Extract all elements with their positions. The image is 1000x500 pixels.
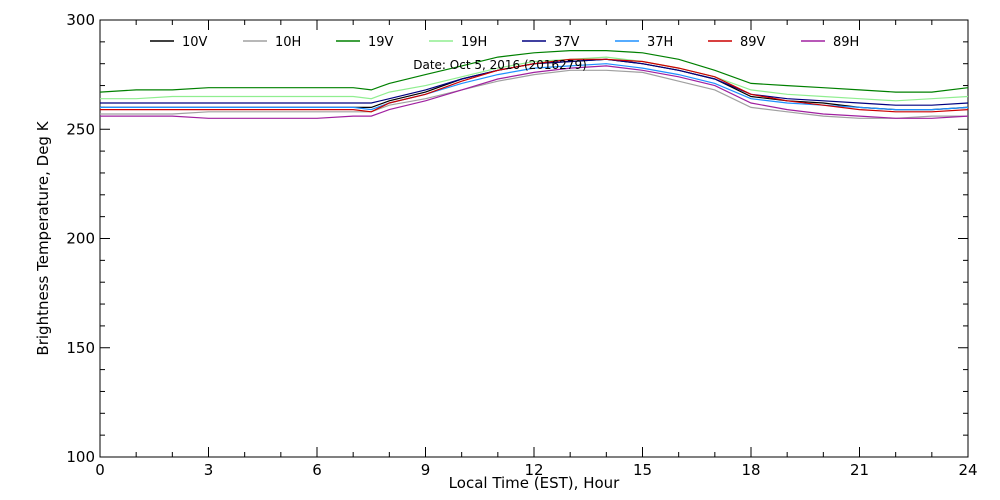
legend-label-19v: 19V [368,35,394,50]
y-tick-label: 200 [66,230,95,248]
legend-label-19h: 19H [461,35,487,50]
major-ticks [99,19,969,458]
legend-label-89h: 89H [833,35,859,50]
legend-label-10h: 10H [275,35,301,50]
series-line-19v [99,49,969,93]
legend-label-89v: 89V [740,35,766,50]
legend-label-37h: 37H [647,35,673,50]
x-tick-label: 21 [850,461,869,479]
series-line-10h [100,69,968,119]
legend-label-37v: 37V [554,35,580,50]
y-tick-label: 300 [66,11,95,29]
minor-ticks [100,20,968,457]
date-annotation: Date: Oct 5, 2016 (2016279) [413,58,587,72]
series-line-89h [100,65,969,119]
series-lines [99,49,969,119]
y-tick-labels: 100 150 200 250 300 [66,11,95,466]
x-tick-label: 12 [524,461,543,479]
legend: 10V 10H 19V 19H 37V 37H 89V 89H [150,35,859,50]
x-tick-label: 0 [95,461,105,479]
y-tick-label: 250 [66,120,95,138]
series-line-19h [100,56,969,102]
legend-label-10v: 10V [182,35,208,50]
plot-frame [99,19,969,458]
x-tick-label: 24 [958,461,977,479]
x-tick-labels: 0 3 6 9 12 15 18 21 24 [95,461,977,479]
x-tick-label: 3 [204,461,214,479]
y-tick-label: 150 [66,339,95,357]
x-tick-label: 6 [312,461,322,479]
x-tick-label: 15 [633,461,652,479]
y-tick-label: 100 [66,448,95,466]
x-tick-label: 18 [741,461,760,479]
x-axis-title: Local Time (EST), Hour [449,474,620,492]
series-line-89v [100,58,969,113]
x-tick-label: 9 [421,461,431,479]
y-axis-title: Brightness Temperature, Deg K [34,120,52,355]
